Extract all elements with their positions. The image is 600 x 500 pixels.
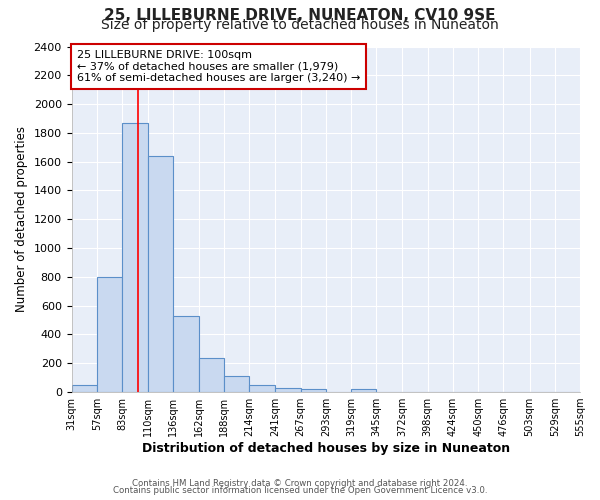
X-axis label: Distribution of detached houses by size in Nuneaton: Distribution of detached houses by size … (142, 442, 510, 455)
Bar (351, 389, 376, 392)
Bar (97, 277, 122, 392)
Text: Contains public sector information licensed under the Open Government Licence v3: Contains public sector information licen… (113, 486, 487, 495)
Text: 25 LILLEBURNE DRIVE: 100sqm
← 37% of detached houses are smaller (1,979)
61% of : 25 LILLEBURNE DRIVE: 100sqm ← 37% of det… (77, 50, 360, 83)
Bar (148, 156, 173, 392)
Bar (173, 316, 199, 392)
Text: Contains HM Land Registry data © Crown copyright and database right 2024.: Contains HM Land Registry data © Crown c… (132, 478, 468, 488)
Bar (301, 389, 326, 392)
Bar (275, 388, 301, 392)
Bar (71, 385, 97, 392)
Y-axis label: Number of detached properties: Number of detached properties (15, 126, 28, 312)
Text: 25, LILLEBURNE DRIVE, NUNEATON, CV10 9SE: 25, LILLEBURNE DRIVE, NUNEATON, CV10 9SE (104, 8, 496, 22)
Bar (224, 376, 249, 392)
Bar (122, 123, 148, 392)
Bar (249, 385, 275, 392)
Bar (199, 358, 224, 392)
Text: Size of property relative to detached houses in Nuneaton: Size of property relative to detached ho… (101, 18, 499, 32)
